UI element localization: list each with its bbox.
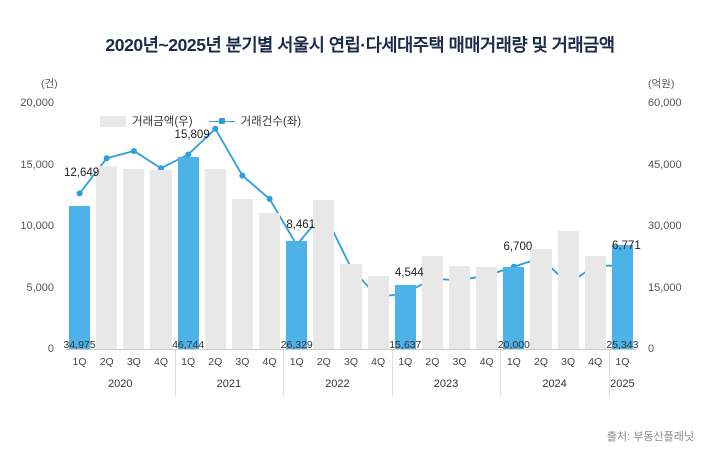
bar-4Q-2022[interactable] <box>367 275 389 349</box>
chart-title: 2020년~2025년 분기별 서울시 연립·다세대주택 매매거래량 및 거래금… <box>105 35 615 55</box>
plot-area: 0 5,000 10,000 15,000 20,000 0 15,000 30,000 45,… <box>20 97 681 355</box>
bar-value-label: 46,744 <box>172 339 205 351</box>
y-axis-right-tick: 60,000 <box>648 97 682 109</box>
x-axis-quarter-tick: 2Q <box>425 356 440 368</box>
line-value-label: 8,461 <box>286 218 316 231</box>
x-axis-year-label: 2022 <box>325 378 350 390</box>
bar-value-label: 26,329 <box>280 339 313 351</box>
x-axis-quarter-tick: 4Q <box>371 356 386 368</box>
line-marker[interactable] <box>76 190 83 197</box>
x-axis-year-label: 2021 <box>216 378 242 390</box>
bar-4Q-2021[interactable] <box>258 212 281 349</box>
bar-4Q-2020[interactable] <box>150 170 172 349</box>
x-axis-year-label: 2020 <box>108 378 133 390</box>
right-axis-unit: (억원) <box>648 78 675 90</box>
legend-bar-swatch-icon <box>100 115 126 127</box>
y-axis-right-tick: 30,000 <box>648 220 682 232</box>
line-value-label: 6,700 <box>503 240 533 253</box>
year-separator <box>391 350 393 396</box>
chart-legend: 거래금액(우) 거래건수(좌) <box>100 113 301 129</box>
y-axis-right-tick: 45,000 <box>648 158 682 171</box>
bar-1Q-2024[interactable] <box>503 267 525 349</box>
x-axis: 1Q 2Q 3Q 4Q 2020 1Q 2Q 3Q 4Q 2021 1Q 2Q 3Q 4Q 2022 1Q 2Q… <box>66 349 636 402</box>
bar-value-label: 25,343 <box>606 339 639 351</box>
bar-4Q-2023[interactable] <box>476 267 498 349</box>
y-axis-right-tick: 0 <box>648 343 655 355</box>
line-marker[interactable] <box>103 155 110 162</box>
line-marker[interactable] <box>212 125 219 132</box>
bar-4Q-2024[interactable] <box>584 255 606 349</box>
line-marker[interactable] <box>239 172 246 179</box>
x-axis-quarter-tick: 1Q <box>615 356 630 368</box>
x-axis-quarter-tick: 3Q <box>126 356 141 368</box>
bar-1Q-2020[interactable] <box>68 205 91 349</box>
line-value-label: 4,544 <box>394 267 424 280</box>
bar-1Q-2021[interactable] <box>177 157 199 349</box>
year-separator <box>500 350 502 396</box>
year-separator <box>174 350 176 396</box>
line-marker[interactable] <box>185 151 192 158</box>
bar-value-label: 15,637 <box>389 339 422 351</box>
legend-item-amount[interactable]: 거래금액(우) <box>100 113 193 129</box>
line-marker[interactable] <box>158 165 164 172</box>
x-axis-quarter-tick: 4Q <box>262 356 277 368</box>
bar-3Q-2024[interactable] <box>557 230 579 349</box>
line-value-label: 12,649 <box>63 167 100 180</box>
bar-3Q-2020[interactable] <box>123 168 145 349</box>
x-axis-quarter-tick: 2Q <box>533 356 549 368</box>
x-axis-quarter-tick: 1Q <box>181 356 196 368</box>
x-axis-quarter-tick: 2Q <box>316 356 331 368</box>
bar-2Q-2023[interactable] <box>421 256 443 349</box>
bar-2Q-2022[interactable] <box>313 200 335 349</box>
y-axis-left-tick: 20,000 <box>20 97 54 109</box>
x-axis-quarter-tick: 2Q <box>99 356 114 368</box>
x-axis-quarter-tick: 4Q <box>153 356 169 368</box>
x-axis-quarter-tick: 1Q <box>289 356 304 368</box>
x-axis-quarter-tick: 1Q <box>506 356 521 368</box>
x-axis-quarter-tick: 4Q <box>479 356 494 368</box>
x-axis-quarter-tick: 1Q <box>398 356 413 368</box>
x-axis-year-label: 2024 <box>542 378 567 390</box>
line-value-label: 15,809 <box>174 128 210 141</box>
bar-2Q-2021[interactable] <box>204 169 226 349</box>
bar-1Q-2023[interactable] <box>394 284 416 349</box>
left-axis-unit: (건) <box>41 78 58 90</box>
line-marker[interactable] <box>130 148 137 154</box>
year-separator <box>608 350 610 396</box>
bar-3Q-2022[interactable] <box>340 264 362 349</box>
legend-item-count[interactable]: 거래건수(좌) <box>208 113 302 129</box>
x-axis-quarter-tick: 4Q <box>588 356 603 368</box>
y-axis-left-tick: 0 <box>47 343 54 355</box>
x-axis-quarter-tick: 3Q <box>343 356 359 368</box>
y-axis-left-tick: 5,000 <box>26 281 54 294</box>
bar-3Q-2023[interactable] <box>448 265 471 349</box>
x-axis-quarter-tick: 3Q <box>452 356 467 368</box>
bar-3Q-2021[interactable] <box>231 199 253 349</box>
bar-2Q-2020[interactable] <box>96 166 118 349</box>
year-separator <box>283 350 285 396</box>
x-axis-quarter-tick: 3Q <box>561 356 576 368</box>
legend-label-amount: 거래금액(우) <box>132 116 193 128</box>
x-axis-year-label: 2025 <box>610 378 635 390</box>
bar-value-label: 20,000 <box>497 339 530 351</box>
y-axis-right-tick: 15,000 <box>648 281 682 294</box>
bar-2Q-2024[interactable] <box>530 249 552 349</box>
bar-1Q-2025[interactable] <box>611 245 633 349</box>
x-axis-quarter-tick: 3Q <box>235 356 250 368</box>
y-axis-left-tick: 10,000 <box>20 220 54 232</box>
bar-1Q-2022[interactable] <box>286 241 308 349</box>
x-axis-quarter-tick: 2Q <box>208 356 223 368</box>
legend-label-count: 거래건수(좌) <box>240 116 302 128</box>
x-axis-year-label: 2023 <box>433 378 459 390</box>
y-axis-left-tick: 15,000 <box>20 158 54 171</box>
x-axis-quarter-tick: 1Q <box>72 356 87 368</box>
legend-line-swatch-icon <box>208 116 235 127</box>
line-marker[interactable] <box>266 195 273 202</box>
source-note: 출처: 부동산플래닛 <box>606 431 694 443</box>
line-value-label: 6,771 <box>612 239 641 252</box>
bar-value-label: 34,975 <box>63 339 96 351</box>
